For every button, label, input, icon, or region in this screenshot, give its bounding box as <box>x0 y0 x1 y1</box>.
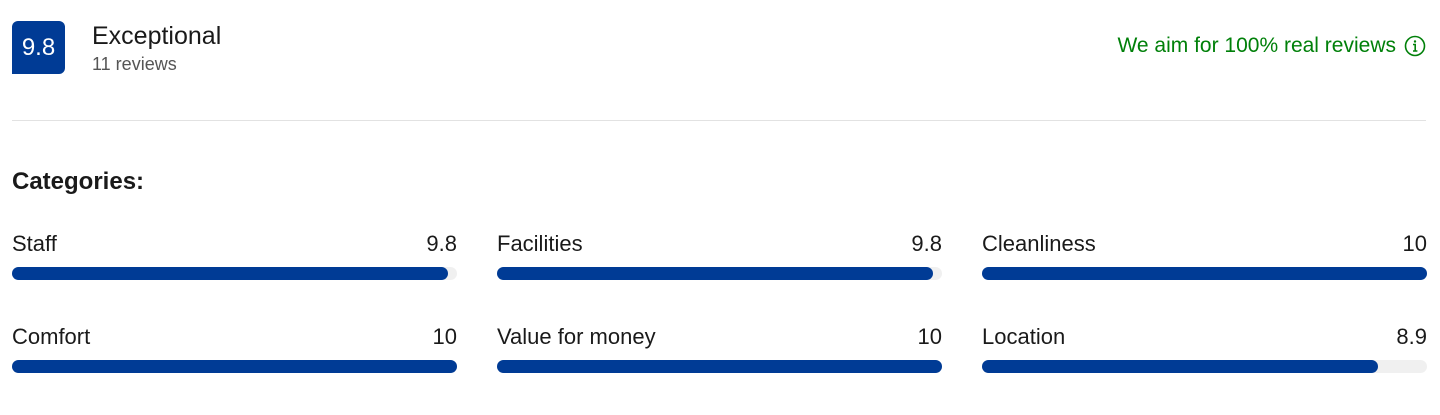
score-track <box>982 267 1427 280</box>
category-label: Value for money <box>497 324 656 349</box>
category-score: 10 <box>1402 231 1427 256</box>
section-title: Categories: <box>12 168 145 195</box>
category-item: Location 8.9 <box>982 324 1427 384</box>
category-label: Cleanliness <box>982 231 1096 256</box>
info-icon[interactable] <box>1404 35 1426 57</box>
category-item: Facilities 9.8 <box>497 231 942 291</box>
divider <box>12 120 1426 121</box>
score-track <box>12 267 457 280</box>
score-track <box>497 360 942 373</box>
category-item: Value for money 10 <box>497 324 942 384</box>
category-label: Location <box>982 324 1066 349</box>
category-score: 8.9 <box>1396 324 1427 349</box>
category-score: 10 <box>917 324 942 349</box>
score-badge: 9.8 <box>12 21 65 74</box>
score-track <box>982 360 1427 373</box>
category-item: Staff 9.8 <box>12 231 457 291</box>
category-score: 9.8 <box>426 231 457 256</box>
category-score: 9.8 <box>911 231 942 256</box>
score-track <box>497 267 942 280</box>
category-score: 10 <box>432 324 457 349</box>
review-count[interactable]: 11 reviews <box>92 54 177 74</box>
category-item: Cleanliness 10 <box>982 231 1427 291</box>
score-bar <box>497 360 942 373</box>
score-bar <box>12 360 457 373</box>
category-item: Comfort 10 <box>12 324 457 384</box>
category-label: Staff <box>12 231 57 256</box>
category-label: Facilities <box>497 231 583 256</box>
score-track <box>12 360 457 373</box>
score-bar <box>12 267 449 280</box>
notice[interactable]: We aim for 100% real reviews <box>1117 34 1426 58</box>
score-bar <box>982 267 1427 280</box>
notice-text[interactable]: We aim for 100% real reviews <box>1117 34 1396 57</box>
rating-label: Exceptional <box>92 22 222 50</box>
score-bar <box>982 360 1379 373</box>
category-label: Comfort <box>12 324 91 349</box>
score-bar <box>497 267 934 280</box>
